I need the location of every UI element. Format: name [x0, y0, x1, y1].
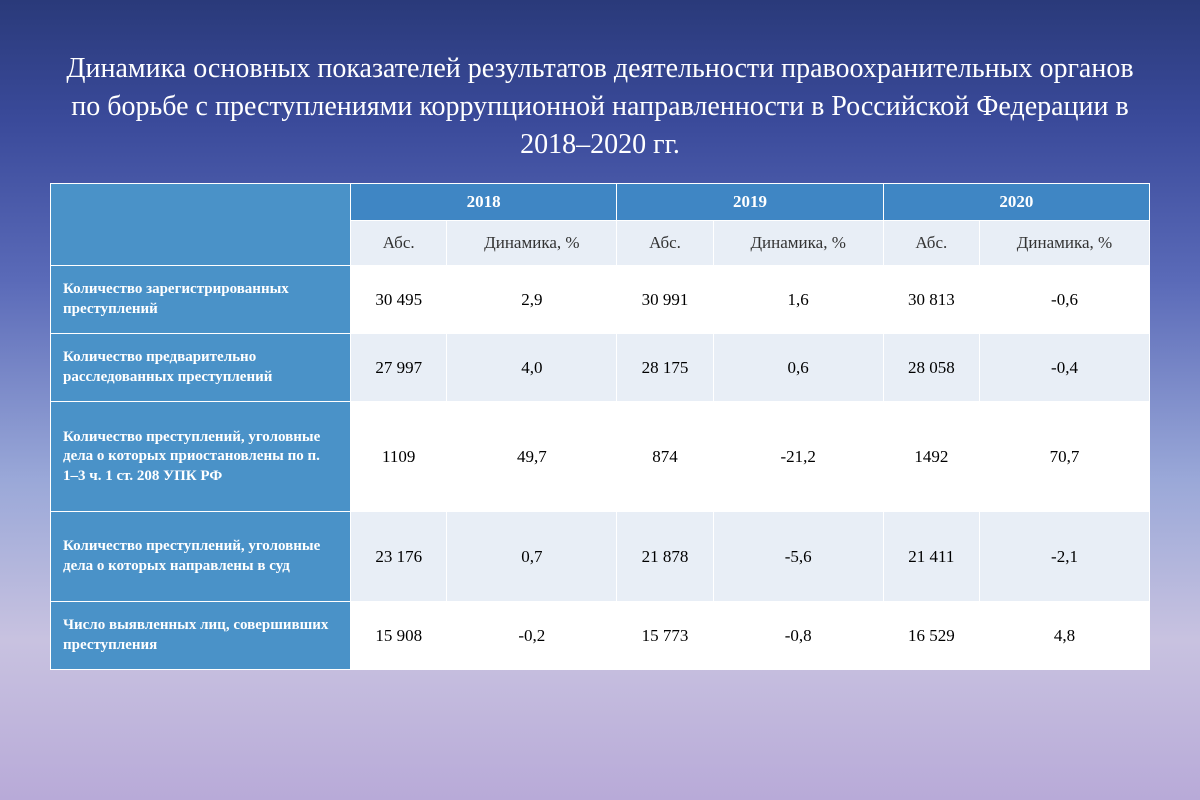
cell: 1109 — [351, 402, 447, 512]
cell: -5,6 — [713, 512, 883, 602]
sub-dyn-2020: Динамика, % — [980, 221, 1150, 266]
cell: 0,7 — [447, 512, 617, 602]
year-row: 2018 2019 2020 — [51, 184, 1150, 221]
cell: 28 058 — [883, 334, 979, 402]
year-2019: 2019 — [617, 184, 883, 221]
cell: -21,2 — [713, 402, 883, 512]
cell: 1,6 — [713, 266, 883, 334]
sub-dyn-2018: Динамика, % — [447, 221, 617, 266]
row-label: Количество преступлений, уголовные дела … — [51, 402, 351, 512]
cell: 15 773 — [617, 602, 713, 670]
cell: 30 813 — [883, 266, 979, 334]
corner-cell — [51, 184, 351, 266]
cell: -2,1 — [980, 512, 1150, 602]
cell: -0,6 — [980, 266, 1150, 334]
sub-abs-2018: Абс. — [351, 221, 447, 266]
cell: 23 176 — [351, 512, 447, 602]
cell: -0,8 — [713, 602, 883, 670]
cell: 4,8 — [980, 602, 1150, 670]
table-row: Количество зарегистрированных преступлен… — [51, 266, 1150, 334]
cell: 2,9 — [447, 266, 617, 334]
row-label: Количество зарегистрированных преступлен… — [51, 266, 351, 334]
cell: 28 175 — [617, 334, 713, 402]
cell: 0,6 — [713, 334, 883, 402]
cell: 16 529 — [883, 602, 979, 670]
cell: 4,0 — [447, 334, 617, 402]
cell: 15 908 — [351, 602, 447, 670]
cell: 1492 — [883, 402, 979, 512]
cell: 21 411 — [883, 512, 979, 602]
cell: -0,2 — [447, 602, 617, 670]
slide: Динамика основных показателей результато… — [50, 50, 1150, 670]
cell: 70,7 — [980, 402, 1150, 512]
cell: -0,4 — [980, 334, 1150, 402]
sub-abs-2020: Абс. — [883, 221, 979, 266]
sub-abs-2019: Абс. — [617, 221, 713, 266]
slide-title: Динамика основных показателей результато… — [50, 50, 1150, 163]
cell: 21 878 — [617, 512, 713, 602]
cell: 49,7 — [447, 402, 617, 512]
table-row: Количество преступлений, уголовные дела … — [51, 512, 1150, 602]
cell: 874 — [617, 402, 713, 512]
sub-dyn-2019: Динамика, % — [713, 221, 883, 266]
row-label: Число выявленных лиц, совершивших престу… — [51, 602, 351, 670]
cell: 30 495 — [351, 266, 447, 334]
table-row: Количество предварительно расследованных… — [51, 334, 1150, 402]
year-2018: 2018 — [351, 184, 617, 221]
table-row: Число выявленных лиц, совершивших престу… — [51, 602, 1150, 670]
cell: 30 991 — [617, 266, 713, 334]
year-2020: 2020 — [883, 184, 1149, 221]
row-label: Количество предварительно расследованных… — [51, 334, 351, 402]
row-label: Количество преступлений, уголовные дела … — [51, 512, 351, 602]
cell: 27 997 — [351, 334, 447, 402]
data-table: 2018 2019 2020 Абс. Динамика, % Абс. Дин… — [50, 183, 1150, 670]
table-row: Количество преступлений, уголовные дела … — [51, 402, 1150, 512]
